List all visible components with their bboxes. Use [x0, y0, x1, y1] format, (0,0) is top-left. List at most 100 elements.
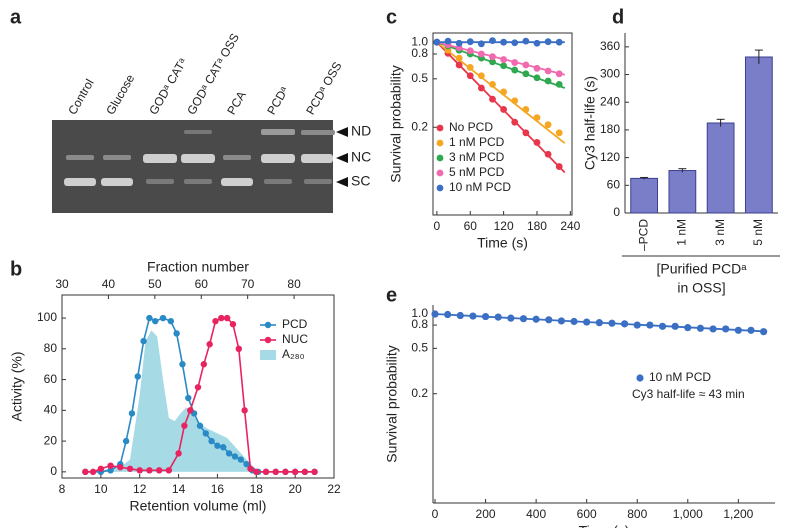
legend-marker — [264, 321, 272, 329]
point — [522, 106, 530, 113]
x-tick-label: 400 — [526, 507, 546, 521]
point — [194, 384, 202, 391]
band-label: ND — [351, 123, 371, 139]
point — [146, 314, 153, 322]
y-axis-label: Activity (%) — [9, 352, 25, 422]
legend-label: 10 nM PCD — [649, 370, 711, 384]
legend-marker — [436, 184, 444, 192]
point — [126, 465, 134, 472]
y-axis-label: Cy3 half-life (s) — [582, 76, 598, 170]
point — [159, 314, 167, 322]
point — [173, 330, 180, 337]
panel-label: d — [612, 6, 624, 28]
panel-labels: a b c d e — [10, 6, 624, 306]
panel-label: c — [386, 6, 397, 28]
point — [82, 468, 89, 476]
band-arrows — [336, 127, 348, 187]
point — [187, 407, 194, 414]
point — [658, 322, 667, 330]
point — [646, 321, 654, 329]
point — [533, 139, 541, 146]
point — [208, 437, 215, 445]
lane-label: Control — [65, 77, 96, 118]
x-tick-label: 18 — [250, 482, 264, 496]
y-axis-label: Survival probability — [384, 345, 400, 463]
point — [444, 37, 452, 45]
x-tick-label: 60 — [464, 219, 478, 233]
point — [621, 320, 629, 328]
x-axis-label: in OSS] — [677, 280, 725, 296]
point — [519, 315, 528, 323]
point — [500, 56, 508, 63]
legend-swatch — [260, 350, 276, 360]
y-tick-label: 0.2 — [411, 386, 428, 400]
point — [146, 467, 153, 474]
y-tick-label: 240 — [600, 94, 620, 108]
x-tick-label: 0 — [434, 219, 441, 233]
y-tick-label: 0 — [613, 205, 620, 219]
point — [532, 315, 540, 323]
x-tick-label: 5 nM — [751, 219, 765, 246]
point — [202, 430, 209, 437]
point — [489, 37, 496, 45]
band — [301, 130, 335, 135]
lane-labels: Control Glucose GODᵃ CATᵃ GODᵃ CATᵃ OSS … — [65, 31, 344, 117]
point — [477, 72, 485, 80]
point — [181, 422, 188, 429]
arrow — [336, 153, 348, 163]
x-tick-label: 8 — [59, 482, 66, 496]
point — [557, 317, 566, 325]
point — [466, 47, 474, 55]
y-tick-label: 1.0 — [411, 306, 428, 320]
x-tick-label: –PCD — [636, 219, 650, 251]
point — [489, 58, 496, 66]
point — [431, 310, 439, 318]
y-tick-label: 300 — [600, 67, 620, 81]
point — [253, 468, 260, 476]
point — [671, 322, 679, 330]
point — [500, 106, 508, 113]
legend-label: 10 nM PCD — [449, 180, 511, 194]
point — [544, 150, 552, 158]
point — [272, 468, 279, 476]
y-tick-label: 0.2 — [411, 119, 428, 133]
y-tick-label: 40 — [44, 403, 58, 417]
point — [477, 50, 485, 58]
point — [633, 321, 641, 329]
band — [301, 154, 333, 163]
legend-label: No PCD — [449, 120, 493, 134]
point — [140, 337, 147, 345]
x-tick-label: 10 — [94, 482, 108, 496]
x-tick-label: 12 — [133, 482, 147, 496]
y-tick-label: 60 — [44, 372, 58, 386]
point — [231, 453, 239, 460]
point — [206, 341, 213, 348]
point — [196, 422, 204, 429]
legend-label: PCD — [282, 317, 308, 331]
point — [555, 129, 563, 137]
y-tick-label: 80 — [44, 341, 58, 355]
point — [455, 61, 463, 69]
band-label: NC — [351, 149, 371, 165]
x2-tick-label: 40 — [102, 277, 116, 291]
point — [533, 64, 541, 72]
point — [229, 321, 237, 328]
point — [175, 450, 182, 457]
point — [583, 318, 591, 326]
point — [291, 468, 299, 476]
point — [544, 77, 552, 85]
x-tick-label: 16 — [211, 482, 225, 496]
point — [200, 361, 208, 368]
legend-marker — [436, 124, 444, 132]
point — [709, 325, 717, 333]
band — [143, 154, 177, 163]
x-tick-label: 22 — [327, 482, 341, 496]
x-axis-label: Retention volume (ml) — [130, 498, 267, 514]
point — [747, 326, 755, 334]
point — [533, 39, 541, 47]
point — [533, 74, 541, 82]
point — [89, 468, 97, 476]
arrow — [336, 177, 348, 187]
y-tick-label: 0 — [50, 464, 57, 478]
